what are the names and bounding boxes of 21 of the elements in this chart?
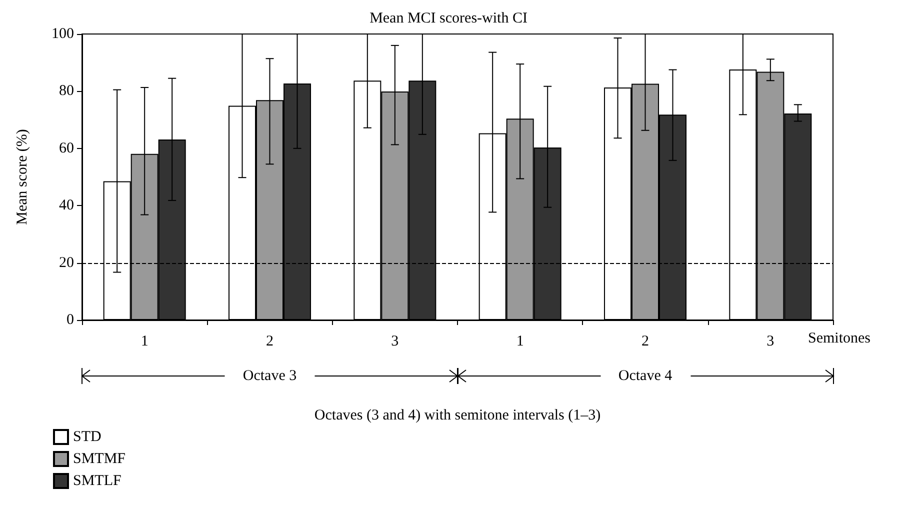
text: Octave 3 — [242, 368, 297, 384]
text: Octave 4 — [618, 368, 673, 384]
x-tick-label: 2 — [642, 334, 649, 350]
legend-label: SMTMF — [73, 451, 126, 467]
y-tick-label: 20 — [59, 254, 74, 271]
x-tick-label: 3 — [766, 334, 774, 350]
y-tick-label: 60 — [59, 140, 74, 156]
legend-label: SMTLF — [73, 473, 122, 489]
x-tick-label: 2 — [266, 334, 274, 350]
x-tick-label: 1 — [516, 334, 524, 350]
x-tick-label: 1 — [140, 334, 148, 350]
y-tick-label: 0 — [66, 312, 74, 328]
y-tick-label: 100 — [52, 26, 74, 42]
y-axis-title: Mean score (%) — [14, 129, 30, 225]
y-tick-label: 40 — [59, 198, 74, 214]
legend-label: STD — [73, 429, 102, 445]
x-axis-title: Octaves (3 and 4) with semitone intervals (1–3) — [314, 408, 601, 424]
y-tick-label: 80 — [59, 83, 74, 100]
x-tick-label: 3 — [391, 334, 399, 350]
chart-title: Mean MCI scores-with CI — [370, 10, 528, 26]
text: Semitones — [808, 330, 871, 346]
